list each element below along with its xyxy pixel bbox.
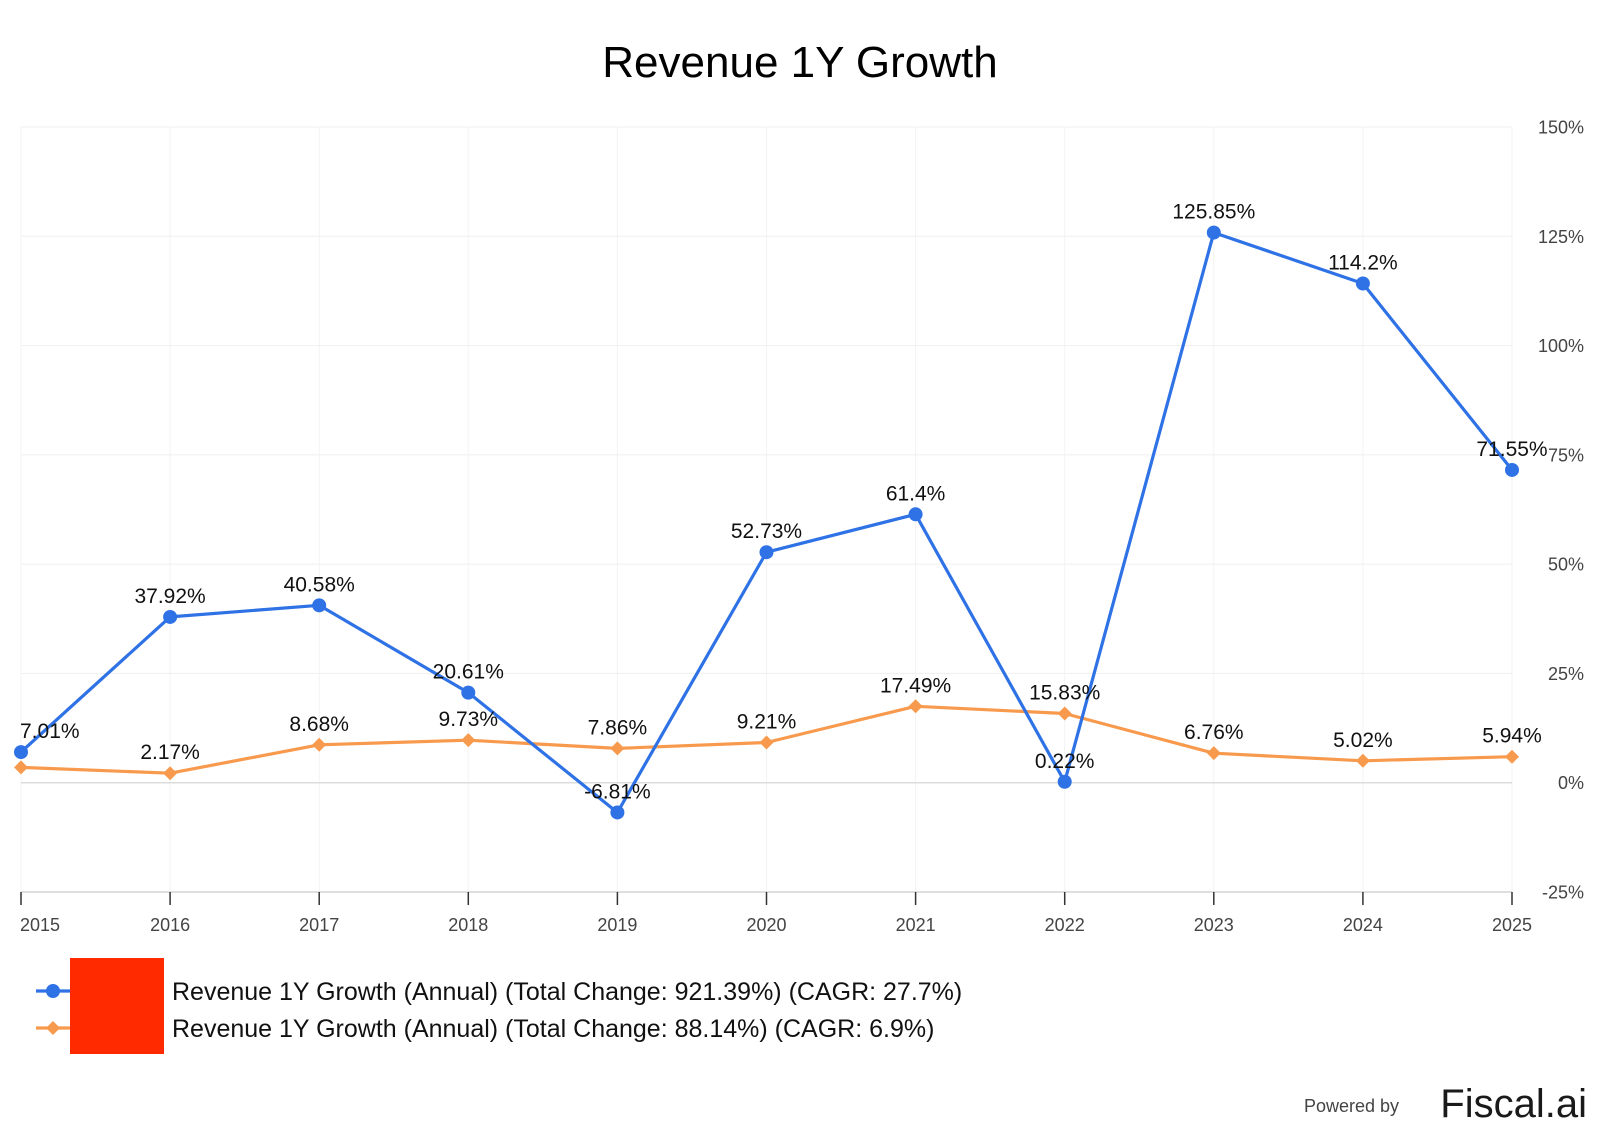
series-1-data-label: 20.61% xyxy=(433,661,504,684)
series-2-data-label: 9.21% xyxy=(737,710,797,733)
fiscal-ai-logo: Fiscal.ai xyxy=(1440,1082,1587,1126)
series-1-data-label: 61.4% xyxy=(886,482,946,505)
series-1-data-label: 37.92% xyxy=(134,585,205,608)
x-tick-label: 2020 xyxy=(746,915,786,935)
series-1-data-label: -6.81% xyxy=(584,780,651,803)
series-2-data-label: 9.73% xyxy=(439,708,499,731)
y-tick-label: 50% xyxy=(1548,555,1584,575)
y-tick-label: 25% xyxy=(1548,664,1584,684)
legend-circle-marker-icon xyxy=(46,984,60,998)
chart-title: Revenue 1Y Growth xyxy=(602,38,997,87)
y-tick-label: 100% xyxy=(1538,336,1584,356)
series-2-point xyxy=(14,760,28,775)
legend-item-2: Revenue 1Y Growth (Annual) (Total Change… xyxy=(36,1015,934,1043)
x-tick-label: 2018 xyxy=(448,915,488,935)
series-2-point xyxy=(1505,749,1519,764)
series-1-point xyxy=(759,545,774,560)
series-2-point xyxy=(1057,706,1072,721)
series-2-data-label: 15.83% xyxy=(1029,682,1100,705)
x-tick-label: 2022 xyxy=(1045,915,1085,935)
x-tick-label: 2017 xyxy=(299,915,339,935)
series-1-point xyxy=(1057,774,1072,789)
series-2-point xyxy=(908,699,923,714)
series-1-point xyxy=(312,598,327,613)
series-2-data-label: 7.86% xyxy=(588,716,648,739)
series-2-data-label: 6.76% xyxy=(1184,721,1244,744)
series-1-point xyxy=(14,745,28,760)
series-2-data-label: 8.68% xyxy=(289,713,349,736)
series-2-point xyxy=(1206,746,1221,761)
y-tick-label: 125% xyxy=(1538,227,1584,247)
series-2-data-label: 5.94% xyxy=(1482,725,1542,748)
series-2-point xyxy=(312,737,327,752)
series-2-point xyxy=(610,741,625,756)
x-axis: 2015 2016 2017 2018 2019 2020 2021 2022 2023 2024… xyxy=(20,892,1532,935)
x-tick-label: 2016 xyxy=(150,915,190,935)
series-2 xyxy=(14,699,1519,781)
x-tick-label: 2023 xyxy=(1194,915,1234,935)
x-tick-label: 2021 xyxy=(896,915,936,935)
legend: Revenue 1Y Growth (Annual) (Total Change… xyxy=(36,958,962,1054)
series-1-data-label: 40.58% xyxy=(284,573,355,596)
series-2-point xyxy=(759,735,774,750)
y-tick-label: 75% xyxy=(1548,445,1584,465)
series-1-point xyxy=(1206,225,1221,240)
x-tick-label: 2024 xyxy=(1343,915,1383,935)
legend-label-2: Revenue 1Y Growth (Annual) (Total Change… xyxy=(172,1015,934,1043)
data-labels: 7.01% 37.92% 40.58% 20.61% -6.81% 52.73% 61.4%… xyxy=(20,201,1548,804)
series-1-data-label: 71.55% xyxy=(1476,438,1547,461)
x-tick-label: 2019 xyxy=(597,915,637,935)
y-tick-label: 150% xyxy=(1538,118,1584,138)
series-1-data-label: 114.2% xyxy=(1328,251,1398,274)
series-1-data-label: 7.01% xyxy=(20,720,80,743)
legend-diamond-marker-icon xyxy=(46,1021,60,1035)
legend-item-1: Revenue 1Y Growth (Annual) (Total Change… xyxy=(36,978,962,1006)
series-2-data-label: 17.49% xyxy=(880,674,951,697)
series-2-point xyxy=(163,766,178,781)
x-tick-label: 2015 xyxy=(20,915,60,935)
series-2-data-label: 2.17% xyxy=(140,741,200,764)
series-1-point xyxy=(1355,276,1370,291)
series-2-point xyxy=(461,733,476,748)
series-1-point xyxy=(908,507,923,522)
series-1-point xyxy=(1505,462,1519,477)
y-tick-label: 0% xyxy=(1558,773,1584,793)
series-1-point xyxy=(163,609,178,624)
series-1-data-label: 52.73% xyxy=(731,520,802,543)
x-tick-label: 2025 xyxy=(1492,915,1532,935)
legend-label-1: Revenue 1Y Growth (Annual) (Total Change… xyxy=(172,978,962,1006)
series-1-data-label: 125.85% xyxy=(1172,201,1255,224)
series-1-data-label: 0.22% xyxy=(1035,750,1095,773)
series-1-point xyxy=(461,685,476,700)
y-tick-label: -25% xyxy=(1542,883,1584,903)
series-1-point xyxy=(610,805,625,820)
series-1 xyxy=(14,225,1519,820)
redaction-box xyxy=(70,958,164,1054)
series-2-point xyxy=(1355,753,1370,768)
y-axis: 150% 125% 100% 75% 50% 25% 0% -25% xyxy=(1538,118,1584,903)
series-2-data-label: 5.02% xyxy=(1333,729,1393,752)
series-layer xyxy=(14,225,1519,820)
powered-by-text: Powered by xyxy=(1304,1096,1399,1116)
grid xyxy=(20,126,1513,893)
